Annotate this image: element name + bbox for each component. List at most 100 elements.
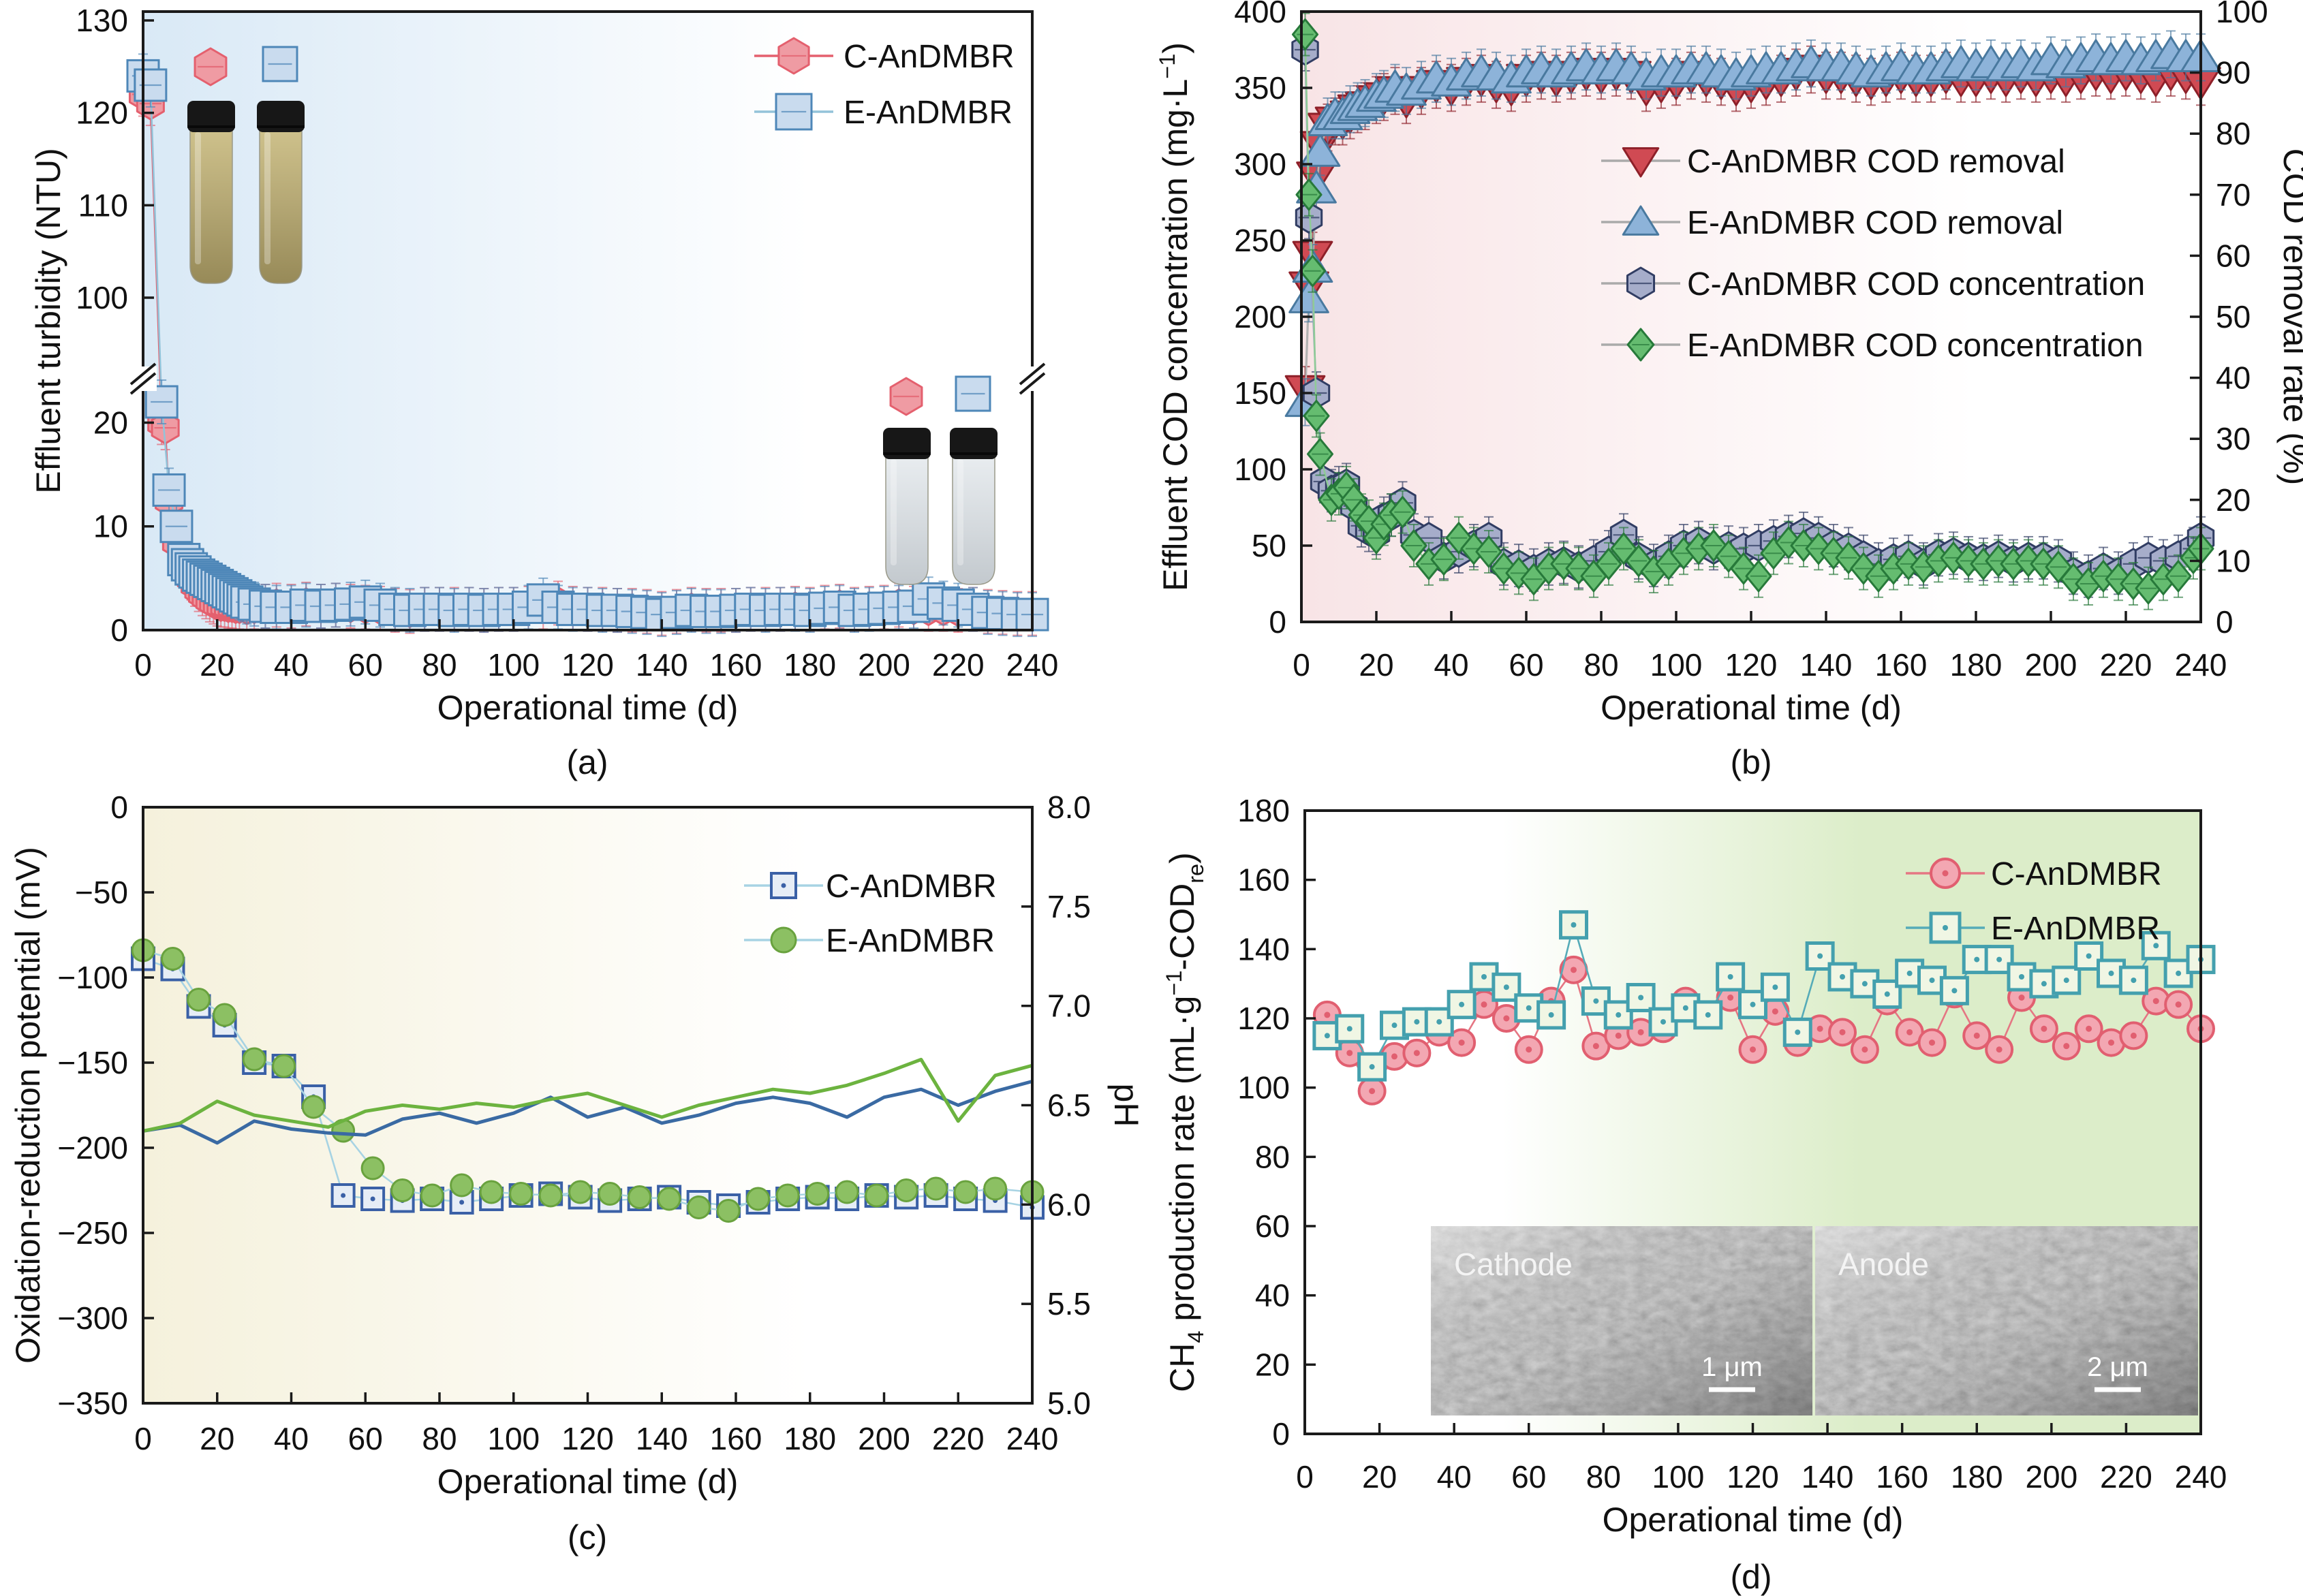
turbid-vial-photo <box>187 101 235 284</box>
panel-b-series <box>1284 12 2221 610</box>
svg-text:240: 240 <box>1006 1421 1059 1456</box>
svg-text:40: 40 <box>274 1421 309 1456</box>
svg-text:180: 180 <box>784 647 836 683</box>
svg-text:300: 300 <box>1234 146 1286 182</box>
svg-text:50: 50 <box>1252 528 1286 563</box>
svg-text:140: 140 <box>636 647 688 683</box>
svg-text:220: 220 <box>932 1421 985 1456</box>
svg-text:Operational time (d): Operational time (d) <box>1601 689 1902 727</box>
svg-text:5.5: 5.5 <box>1047 1286 1091 1321</box>
svg-text:100: 100 <box>2216 0 2268 29</box>
svg-text:160: 160 <box>710 647 762 683</box>
svg-text:140: 140 <box>1237 931 1290 967</box>
svg-text:180: 180 <box>1951 1459 2003 1495</box>
svg-text:COD removal rate (%): COD removal rate (%) <box>2276 148 2303 486</box>
panel-a-axes: 0 20 40 60 80 100 120 140 160 180 200 220 2401001101… <box>29 3 1058 727</box>
panel-d-series <box>1312 910 2216 1106</box>
svg-text:0: 0 <box>1296 1459 1314 1495</box>
svg-text:400: 400 <box>1234 0 1286 29</box>
svg-text:pH: pH <box>1107 1084 1145 1127</box>
svg-text:30: 30 <box>2216 421 2251 456</box>
svg-text:240: 240 <box>2175 1459 2227 1495</box>
svg-text:C-AnDMBR COD removal: C-AnDMBR COD removal <box>1687 144 2065 180</box>
panel-c-plot-background <box>143 807 1032 1403</box>
svg-text:0: 0 <box>110 789 128 825</box>
svg-text:−50: −50 <box>75 875 128 910</box>
svg-text:110: 110 <box>78 187 128 223</box>
svg-text:20: 20 <box>2216 482 2251 518</box>
svg-text:120: 120 <box>1727 1459 1779 1495</box>
svg-text:5.0: 5.0 <box>1047 1386 1091 1421</box>
svg-text:CH4 production rate (mL·g−1-CO: CH4 production rate (mL·g−1-CODre) <box>1162 852 1208 1392</box>
caption-a: (a) <box>566 743 608 781</box>
svg-text:80: 80 <box>422 1421 457 1456</box>
svg-text:0: 0 <box>1293 647 1310 683</box>
clear-vial-photo <box>883 428 931 585</box>
svg-text:−350: −350 <box>57 1386 128 1421</box>
svg-text:Anode: Anode <box>1838 1247 1929 1282</box>
svg-text:E-AnDMBR COD concentration: E-AnDMBR COD concentration <box>1687 328 2144 364</box>
svg-text:C-AnDMBR COD concentration: C-AnDMBR COD concentration <box>1687 266 2145 302</box>
svg-text:220: 220 <box>2100 647 2152 683</box>
svg-text:70: 70 <box>2216 177 2251 213</box>
panel-d-axes: 0 20 40 60 80 100 120 140 160 180 200 220 240 0 20 40 60… <box>1162 793 2227 1539</box>
svg-text:60: 60 <box>1511 1459 1546 1495</box>
panel-c-legend: C-AnDMBR E-AnDMBR <box>744 869 997 959</box>
svg-text:Operational time (d): Operational time (d) <box>437 689 739 727</box>
clear-vial-photo <box>950 428 998 585</box>
svg-text:20: 20 <box>1362 1459 1397 1495</box>
svg-text:Effluent COD concentration (mg: Effluent COD concentration (mg·L−1) <box>1155 42 1194 591</box>
svg-text:80: 80 <box>422 647 457 683</box>
svg-text:−100: −100 <box>57 960 128 995</box>
svg-text:60: 60 <box>1509 647 1543 683</box>
svg-text:120: 120 <box>1237 1001 1290 1036</box>
caption-d: (d) <box>1730 1558 1772 1596</box>
svg-text:100: 100 <box>487 1421 540 1456</box>
svg-text:Operational time (d): Operational time (d) <box>1603 1501 1904 1539</box>
svg-text:80: 80 <box>1583 647 1618 683</box>
svg-text:120: 120 <box>561 647 614 683</box>
svg-text:60: 60 <box>348 1421 383 1456</box>
svg-text:40: 40 <box>2216 360 2251 396</box>
svg-text:E-AnDMBR: E-AnDMBR <box>844 95 1013 131</box>
svg-text:150: 150 <box>1234 375 1286 411</box>
svg-text:140: 140 <box>1800 647 1853 683</box>
svg-text:Operational time (d): Operational time (d) <box>437 1462 739 1501</box>
svg-text:100: 100 <box>76 280 128 315</box>
turbid-samples-inset <box>187 46 305 284</box>
svg-text:40: 40 <box>1255 1278 1290 1313</box>
svg-text:0: 0 <box>134 1421 152 1456</box>
svg-text:220: 220 <box>932 647 985 683</box>
svg-text:140: 140 <box>636 1421 688 1456</box>
svg-text:100: 100 <box>1237 1070 1290 1106</box>
panel-c-series <box>131 938 1045 1223</box>
panel-c-axes: 0 20 40 60 80 100 120 140 160 180 200 220 240 −350 −30… <box>9 789 1145 1501</box>
svg-text:2 μm: 2 μm <box>2087 1352 2148 1382</box>
svg-text:0: 0 <box>110 612 128 648</box>
svg-text:100: 100 <box>487 647 540 683</box>
clear-samples-inset <box>883 375 998 585</box>
svg-text:1 μm: 1 μm <box>1701 1352 1763 1382</box>
panel-b-plot-background <box>1301 12 2201 622</box>
svg-text:C-AnDMBR: C-AnDMBR <box>1991 856 2162 892</box>
svg-text:130: 130 <box>76 3 128 38</box>
svg-text:180: 180 <box>1950 647 2003 683</box>
svg-text:C-AnDMBR: C-AnDMBR <box>826 869 997 905</box>
svg-text:0: 0 <box>2216 604 2234 640</box>
svg-text:60: 60 <box>2216 238 2251 273</box>
svg-text:100: 100 <box>1234 452 1286 487</box>
svg-text:7.0: 7.0 <box>1047 988 1091 1024</box>
svg-text:−300: −300 <box>57 1300 128 1336</box>
svg-text:80: 80 <box>2216 116 2251 151</box>
svg-text:20: 20 <box>200 647 234 683</box>
svg-text:−200: −200 <box>57 1130 128 1165</box>
svg-text:80: 80 <box>1586 1459 1621 1495</box>
svg-text:20: 20 <box>93 405 128 440</box>
svg-text:350: 350 <box>1234 70 1286 106</box>
caption-b: (b) <box>1730 743 1772 781</box>
